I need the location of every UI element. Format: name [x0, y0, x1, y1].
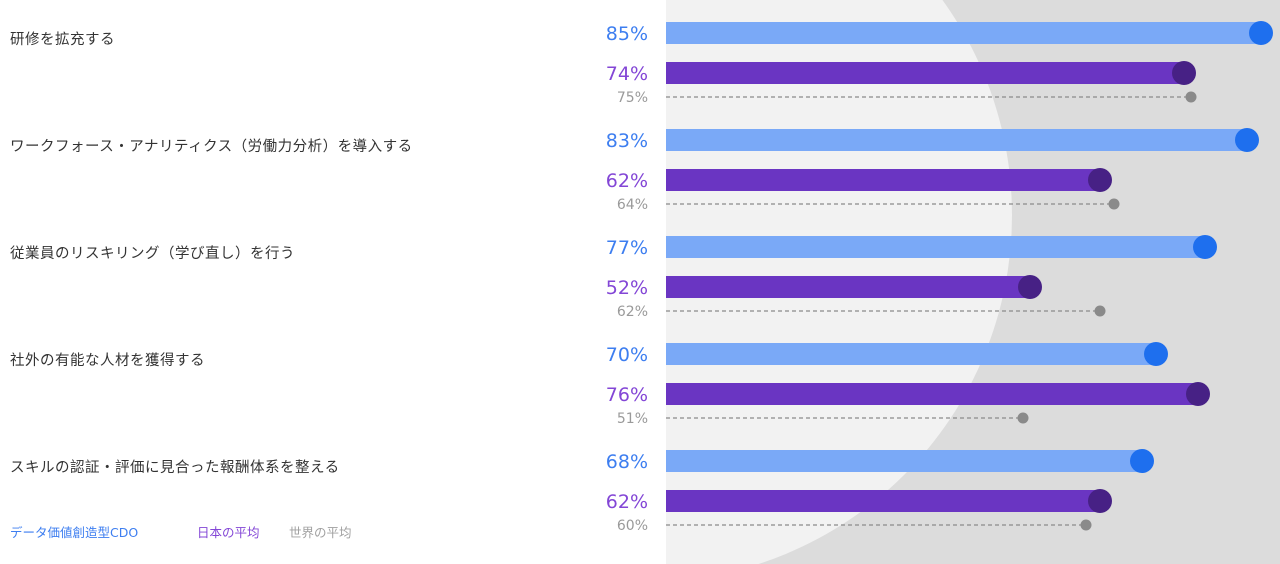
world-value-label: 51% [617, 411, 648, 427]
japan-bar-dot [1186, 382, 1210, 406]
world-average-series: 75% 64% 62% 51% 60% [617, 90, 1197, 534]
category-label: 社外の有能な人材を獲得する [10, 352, 205, 369]
cdo-bar-dot [1193, 235, 1217, 259]
japan-average-series: 74% 62% 52% 76% 62% [606, 61, 1210, 513]
legend-item: データ価値創造型CDO [10, 525, 138, 540]
japan-value-label: 52% [606, 277, 648, 299]
japan-bar [666, 383, 1198, 405]
cdo-value-label: 83% [606, 130, 648, 152]
world-value-label: 60% [617, 518, 648, 534]
cdo-bar [666, 236, 1205, 258]
japan-bar-dot [1088, 168, 1112, 192]
world-average-dot [1108, 198, 1120, 210]
legend-item: 日本の平均 [197, 525, 260, 540]
japan-value-label: 62% [606, 491, 648, 513]
japan-bar [666, 490, 1100, 512]
cdo-bar-dot [1235, 128, 1259, 152]
cdo-bar [666, 22, 1261, 44]
cdo-value-label: 77% [606, 237, 648, 259]
world-average-dot [1185, 91, 1197, 103]
japan-value-label: 76% [606, 384, 648, 406]
legend-item: 世界の平均 [289, 525, 352, 540]
japan-bar-dot [1172, 61, 1196, 85]
legend: データ価値創造型CDO 日本の平均 世界の平均 [10, 525, 352, 540]
cdo-bar-dot [1144, 342, 1168, 366]
cdo-value-label: 70% [606, 344, 648, 366]
cdo-bar [666, 129, 1247, 151]
world-average-dot [1080, 519, 1092, 531]
japan-bar-dot [1088, 489, 1112, 513]
cdo-bar [666, 343, 1156, 365]
world-value-label: 64% [617, 197, 648, 213]
cdo-series: 85% 83% 77% 70% 68% [606, 21, 1273, 473]
category-label: スキルの認証・評価に見合った報酬体系を整える [10, 459, 340, 476]
japan-bar-dot [1018, 275, 1042, 299]
japan-bar [666, 62, 1184, 84]
category-label: 研修を拡充する [10, 31, 115, 48]
japan-bar [666, 276, 1030, 298]
world-value-label: 75% [617, 90, 648, 106]
cdo-bar [666, 450, 1142, 472]
cdo-value-label: 85% [606, 23, 648, 45]
world-average-dot [1094, 305, 1106, 317]
cdo-bar-dot [1249, 21, 1273, 45]
world-average-dot [1017, 412, 1029, 424]
category-label: 従業員のリスキリング（学び直し）を行う [10, 245, 295, 262]
world-value-label: 62% [617, 304, 648, 320]
japan-value-label: 74% [606, 63, 648, 85]
category-label: ワークフォース・アナリティクス（労働力分析）を導入する [10, 138, 413, 155]
japan-bar [666, 169, 1100, 191]
japan-value-label: 62% [606, 170, 648, 192]
category-labels: 研修を拡充するワークフォース・アナリティクス（労働力分析）を導入する従業員のリス… [10, 31, 413, 476]
cdo-value-label: 68% [606, 451, 648, 473]
cdo-bar-dot [1130, 449, 1154, 473]
